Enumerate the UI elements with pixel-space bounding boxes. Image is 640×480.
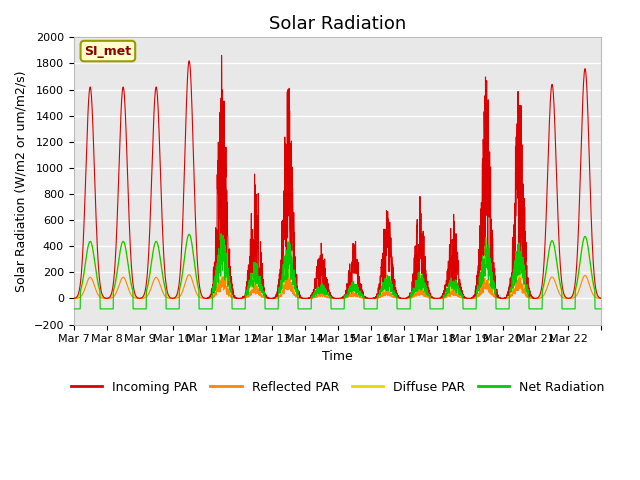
Legend: Incoming PAR, Reflected PAR, Diffuse PAR, Net Radiation: Incoming PAR, Reflected PAR, Diffuse PAR… [66, 376, 609, 399]
Text: SI_met: SI_met [84, 45, 131, 58]
Y-axis label: Solar Radiation (W/m2 or um/m2/s): Solar Radiation (W/m2 or um/m2/s) [15, 70, 28, 292]
X-axis label: Time: Time [322, 350, 353, 363]
Title: Solar Radiation: Solar Radiation [269, 15, 406, 33]
